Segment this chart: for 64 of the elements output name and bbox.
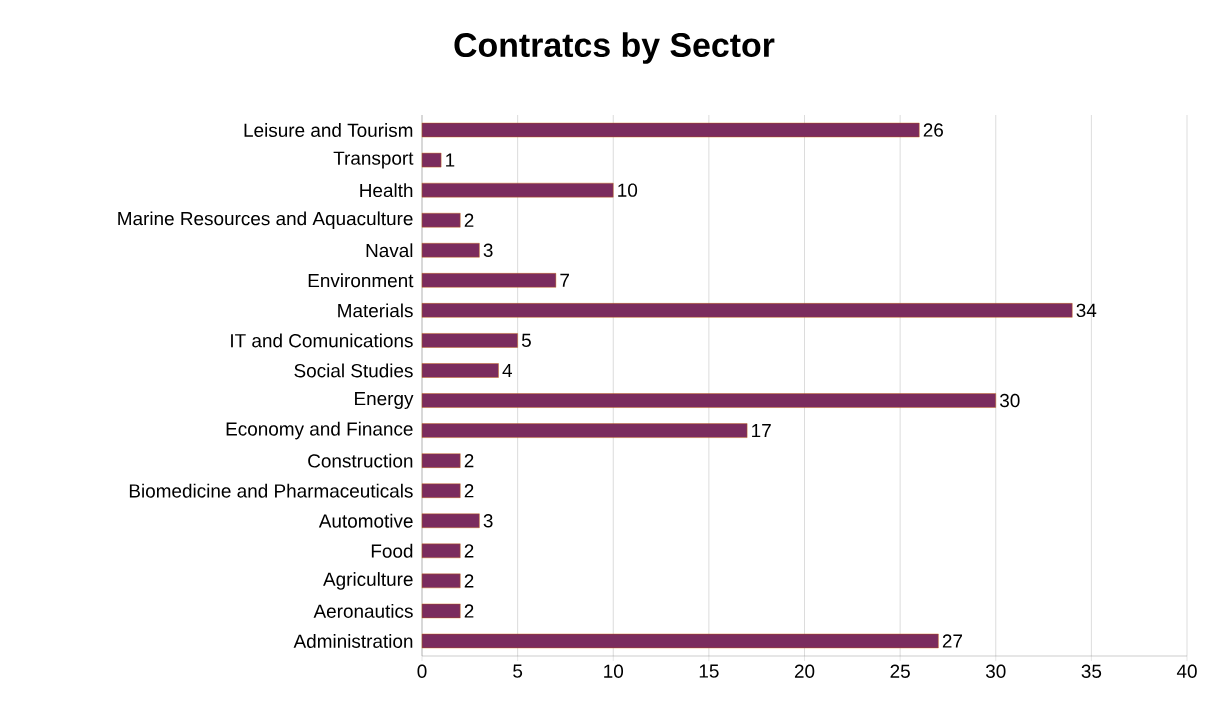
y-tick-label: Energy <box>355 392 414 410</box>
y-tick-label: Naval <box>366 243 413 258</box>
data-label: 2 <box>464 604 474 618</box>
bar <box>421 152 442 168</box>
data-label: 2 <box>464 484 474 498</box>
x-tick-label: 20 <box>794 664 815 678</box>
bar <box>421 393 996 408</box>
bar <box>421 303 1073 318</box>
data-label: 17 <box>752 424 771 438</box>
x-tick-label: 5 <box>513 664 523 678</box>
bar <box>421 213 461 228</box>
data-label: 2 <box>464 213 474 227</box>
y-tick-label: Administration <box>293 634 413 648</box>
x-tick-label: 15 <box>699 664 719 678</box>
data-label: 2 <box>464 454 474 468</box>
data-label: 34 <box>1076 303 1097 318</box>
data-label: 10 <box>618 183 638 197</box>
x-tick-label: 35 <box>1081 664 1102 678</box>
data-label: 30 <box>1000 393 1020 408</box>
y-tick-label: Transport <box>333 151 414 169</box>
bar <box>421 423 748 438</box>
bar <box>421 122 920 138</box>
y-tick-label: Biomedicine and Pharmaceuticals <box>129 483 413 498</box>
y-tick-label: Health <box>360 183 413 198</box>
bar <box>421 513 480 528</box>
y-tick-label: Automotive <box>318 513 413 528</box>
data-label: 2 <box>464 574 474 588</box>
y-tick-label: Aeronautics <box>313 603 413 618</box>
bar <box>421 633 939 649</box>
x-tick-label: 10 <box>604 664 624 678</box>
y-tick-label: Agriculture <box>323 572 413 590</box>
bar <box>421 453 461 468</box>
bar <box>421 603 461 619</box>
x-tick-label: 30 <box>985 664 1006 678</box>
y-tick-label: Marine Resources and Aquaculture <box>118 211 413 230</box>
chart-title: Contratcs by Sector <box>454 32 775 64</box>
y-tick-label: Leisure and Tourism <box>244 123 413 137</box>
y-tick-label: Social Studies <box>294 363 413 378</box>
x-tick-label: 40 <box>1176 664 1197 678</box>
y-tick-label: Construction <box>308 453 413 468</box>
bar <box>421 333 518 348</box>
data-label: 26 <box>923 123 943 137</box>
bar <box>421 182 614 198</box>
y-tick-label: Economy and Finance <box>226 421 413 440</box>
bar <box>421 573 461 589</box>
y-tick-label: Food <box>371 543 413 558</box>
y-tick-label: IT and Comunications <box>231 333 413 348</box>
data-label: 5 <box>521 333 531 348</box>
data-label: 3 <box>483 243 493 257</box>
y-tick-label: Materials <box>338 303 413 318</box>
data-label: 2 <box>464 544 474 558</box>
bar <box>421 363 499 378</box>
x-tick-label: 0 <box>417 664 427 678</box>
data-label: 4 <box>502 363 512 377</box>
data-label: 1 <box>446 153 455 167</box>
bar <box>421 483 461 498</box>
data-label: 3 <box>483 514 493 528</box>
x-tick-label: 25 <box>890 664 910 678</box>
y-tick-label: Environment <box>308 273 414 288</box>
data-label: 27 <box>942 634 962 648</box>
bar <box>421 273 557 288</box>
bar <box>421 543 461 559</box>
bar <box>421 243 480 258</box>
data-label: 7 <box>560 273 569 287</box>
